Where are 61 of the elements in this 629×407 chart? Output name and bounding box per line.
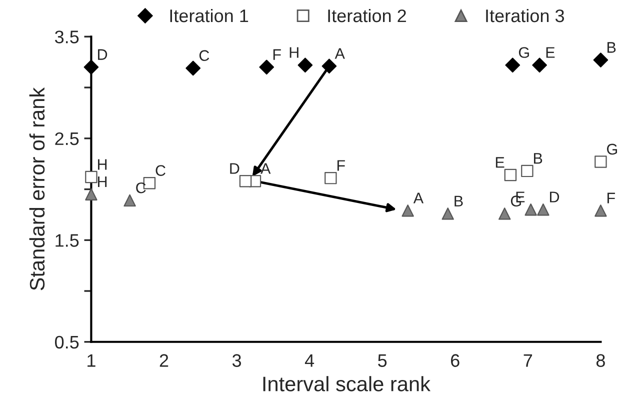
annotation: D: [550, 192, 560, 202]
annotation: C: [136, 182, 146, 194]
annotation: G: [518, 47, 529, 58]
point: [524, 203, 537, 216]
legend-label: Iteration 2: [328, 8, 406, 22]
annotation: B: [534, 153, 542, 164]
point: [594, 156, 607, 168]
annotation: E: [496, 157, 504, 168]
annotation: B: [454, 196, 463, 206]
point: [322, 58, 337, 74]
point: [324, 172, 337, 184]
point: [593, 52, 608, 68]
x-tick-label: 5: [378, 354, 387, 367]
annotation: A: [413, 192, 424, 204]
x-tick-label: 1: [88, 354, 96, 367]
point: [504, 168, 517, 182]
y-tick-label: 2.5: [55, 132, 79, 146]
x-axis-title: Interval scale rank: [263, 376, 431, 392]
annotation: A: [260, 163, 271, 174]
point: [239, 175, 252, 188]
x-tick-label: 4: [304, 354, 314, 367]
point: [402, 204, 414, 217]
x-tick-label: 3: [232, 354, 241, 367]
annotation: D: [230, 163, 240, 174]
point: [259, 60, 274, 75]
x-tick-label: 8: [596, 354, 605, 367]
y-tick-label: 0.5: [55, 336, 79, 349]
annotation: F: [337, 160, 345, 171]
annotation: F: [608, 192, 615, 204]
annotation: H: [98, 159, 107, 170]
y-axis-title: Standard error of rank: [29, 87, 45, 290]
point: [124, 194, 136, 207]
point: [298, 58, 313, 73]
point: [186, 60, 201, 76]
annotation: B: [608, 42, 616, 53]
annotation: D: [98, 49, 108, 60]
x-tick-label: 6: [451, 354, 460, 367]
point: [442, 208, 454, 220]
point: [498, 208, 511, 220]
point: [521, 164, 534, 178]
annotation: G: [607, 144, 617, 155]
annotation: C: [199, 50, 210, 61]
annotation: H: [98, 176, 107, 188]
point: [84, 60, 99, 75]
x-tick-label: 2: [160, 354, 168, 367]
x-tick-label: 7: [524, 354, 532, 367]
annotation: F: [273, 49, 281, 60]
annotation: H: [290, 47, 298, 58]
y-tick-label: 1.5: [56, 234, 79, 247]
point: [594, 204, 607, 217]
annotation: E: [546, 47, 555, 58]
point: [537, 203, 550, 216]
legend-label: Iteration 1: [170, 8, 248, 22]
legend-label: Iteration 3: [486, 8, 564, 22]
annotation: A: [334, 48, 345, 59]
point: [85, 188, 98, 200]
point: [532, 58, 547, 73]
annotation: C: [156, 165, 166, 176]
point: [505, 58, 520, 73]
y-tick-label: 3.5: [54, 30, 79, 44]
point: [85, 170, 98, 184]
